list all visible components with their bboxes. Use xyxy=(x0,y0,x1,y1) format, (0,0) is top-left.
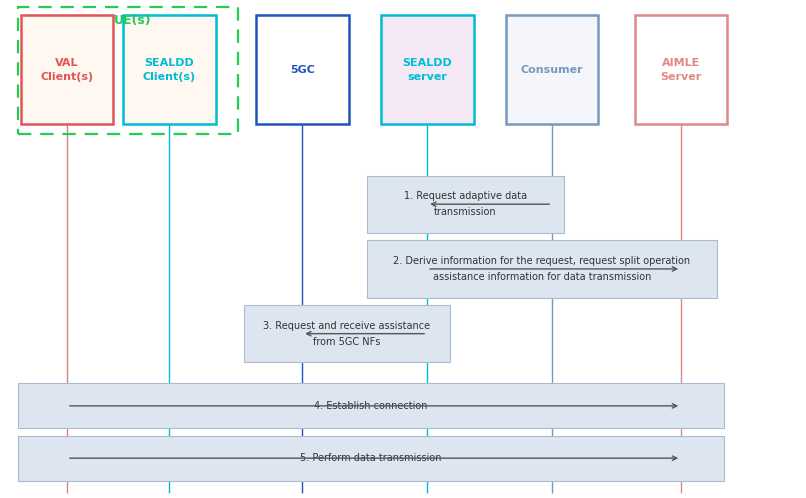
FancyBboxPatch shape xyxy=(123,15,216,124)
Text: SEALDD
server: SEALDD server xyxy=(402,58,452,82)
FancyBboxPatch shape xyxy=(367,175,564,233)
Text: AIMLE
Server: AIMLE Server xyxy=(660,58,702,82)
Text: 4. Establish connection: 4. Establish connection xyxy=(314,401,427,411)
FancyBboxPatch shape xyxy=(381,15,474,124)
FancyBboxPatch shape xyxy=(256,15,348,124)
FancyBboxPatch shape xyxy=(18,383,724,428)
FancyBboxPatch shape xyxy=(367,240,717,297)
Text: VAL
Client(s): VAL Client(s) xyxy=(40,58,93,82)
Text: transmission: transmission xyxy=(434,207,496,217)
FancyBboxPatch shape xyxy=(18,436,724,481)
FancyBboxPatch shape xyxy=(21,15,113,124)
Text: Consumer: Consumer xyxy=(521,65,584,75)
Text: 5. Perform data transmission: 5. Perform data transmission xyxy=(300,453,442,463)
Text: assistance information for data transmission: assistance information for data transmis… xyxy=(433,272,651,282)
Text: from 5GC NFs: from 5GC NFs xyxy=(314,337,380,347)
Text: 3. Request and receive assistance: 3. Request and receive assistance xyxy=(264,321,430,331)
FancyBboxPatch shape xyxy=(244,305,450,363)
Text: 1. Request adaptive data: 1. Request adaptive data xyxy=(404,191,527,201)
Text: 5GC: 5GC xyxy=(290,65,314,75)
Text: 2. Derive information for the request, request split operation: 2. Derive information for the request, r… xyxy=(393,256,691,266)
Text: SEALDD
Client(s): SEALDD Client(s) xyxy=(143,58,196,82)
Text: UE(s): UE(s) xyxy=(114,14,152,27)
FancyBboxPatch shape xyxy=(635,15,727,124)
FancyBboxPatch shape xyxy=(506,15,598,124)
